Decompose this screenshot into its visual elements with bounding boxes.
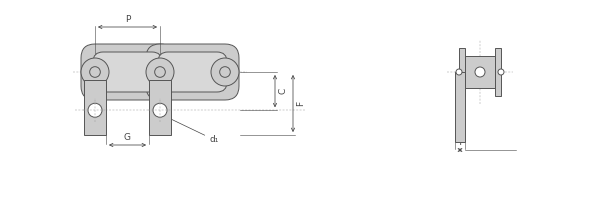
FancyBboxPatch shape (146, 44, 239, 100)
Bar (495, 48, 501, 96)
Circle shape (89, 67, 100, 77)
Text: F: F (296, 101, 305, 106)
Bar (459, 48, 465, 96)
Bar (455, 72, 465, 142)
Circle shape (220, 67, 230, 77)
Circle shape (146, 58, 174, 86)
Bar (149, 80, 171, 135)
Circle shape (88, 103, 102, 117)
Circle shape (155, 67, 166, 77)
Bar (465, 56, 495, 88)
Bar (84, 80, 106, 135)
Circle shape (456, 69, 462, 75)
Circle shape (498, 69, 504, 75)
Text: T: T (457, 138, 463, 147)
Text: C: C (278, 88, 287, 94)
Circle shape (211, 58, 239, 86)
Text: G: G (124, 133, 131, 142)
Text: d₁: d₁ (166, 116, 220, 144)
FancyBboxPatch shape (81, 44, 174, 100)
Circle shape (153, 103, 167, 117)
Text: P: P (125, 15, 130, 24)
FancyBboxPatch shape (93, 52, 162, 92)
Circle shape (475, 67, 485, 77)
FancyBboxPatch shape (158, 52, 227, 92)
Circle shape (81, 58, 109, 86)
